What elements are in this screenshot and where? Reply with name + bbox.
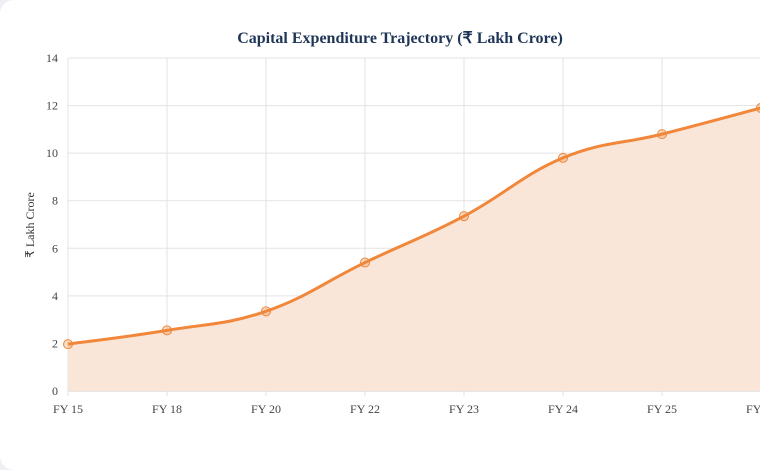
x-tick-label: FY 24	[548, 402, 578, 416]
x-tick-label: FY 18	[152, 402, 182, 416]
y-tick-label: 4	[52, 289, 58, 303]
y-tick-label: 12	[46, 99, 58, 113]
data-point	[361, 258, 370, 267]
y-tick-label: 0	[52, 384, 58, 398]
area-chart: 0 2 4 6 8 10 12 14 FY 15 FY 18 FY 20 FY 22 FY 23 FY 2…	[0, 0, 760, 440]
y-tick-label: 6	[52, 241, 58, 255]
y-tick-label: 14	[46, 51, 58, 65]
x-tick-label: FY 15	[53, 402, 83, 416]
area-fill	[68, 108, 760, 391]
x-tick-label: FY 25	[647, 402, 677, 416]
y-tick-label: 2	[52, 336, 58, 350]
x-tick-label: FY 26	[746, 402, 760, 416]
data-point	[460, 212, 469, 221]
x-tick-label: FY 23	[449, 402, 479, 416]
data-point	[262, 307, 271, 316]
y-axis-label: ₹ Lakh Crore	[23, 192, 37, 258]
y-tick-label: 10	[46, 146, 58, 160]
x-tick-label: FY 22	[350, 402, 380, 416]
y-tick-label: 8	[52, 194, 58, 208]
data-point	[163, 326, 172, 335]
data-point	[559, 153, 568, 162]
x-tick-label: FY 20	[251, 402, 281, 416]
data-point	[658, 130, 667, 139]
data-point	[64, 340, 73, 349]
